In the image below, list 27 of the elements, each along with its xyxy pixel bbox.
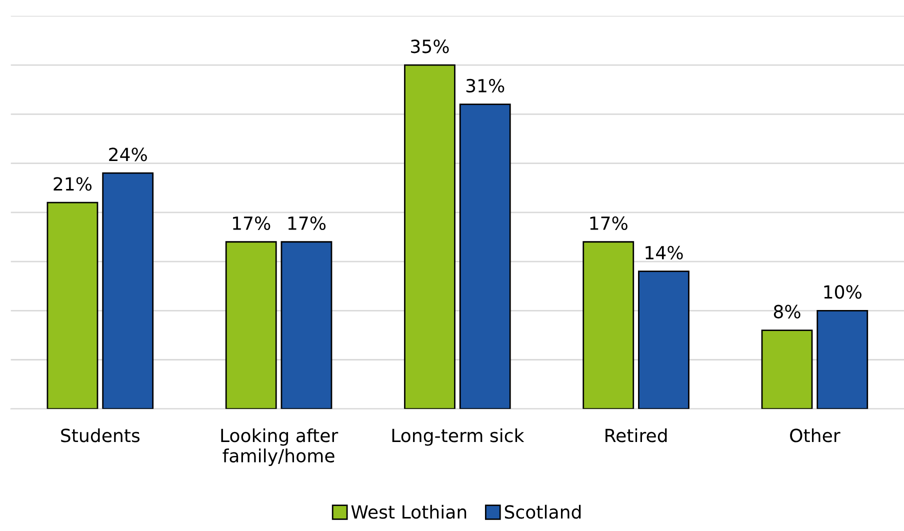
data-label: 24% bbox=[109, 148, 147, 162]
x-tick-label: Students bbox=[61, 428, 140, 442]
data-label: 8% bbox=[774, 304, 800, 318]
bar bbox=[761, 330, 813, 409]
data-label: 17% bbox=[590, 216, 628, 230]
data-label: 21% bbox=[54, 177, 92, 191]
bar bbox=[816, 310, 868, 409]
x-tick-label: Retired bbox=[606, 428, 667, 442]
data-label: 10% bbox=[824, 285, 862, 299]
data-label: 31% bbox=[466, 78, 504, 93]
bar bbox=[638, 270, 690, 409]
x-tick-label: Long-term sick bbox=[392, 428, 524, 446]
bar bbox=[46, 202, 98, 409]
bar bbox=[225, 241, 277, 409]
bar bbox=[102, 172, 154, 409]
x-tick-label: Looking after family/home bbox=[221, 428, 338, 466]
legend-label: Scotland bbox=[504, 504, 581, 519]
x-tick-label: Other bbox=[790, 428, 840, 442]
bar bbox=[280, 241, 332, 409]
legend-label: West Lothian bbox=[351, 504, 466, 519]
data-label: 14% bbox=[646, 246, 683, 260]
bar bbox=[582, 241, 634, 409]
data-label: 17% bbox=[233, 216, 270, 230]
data-label: 35% bbox=[411, 40, 449, 54]
data-label: 17% bbox=[288, 216, 326, 230]
bar bbox=[459, 104, 511, 409]
bar bbox=[404, 64, 456, 409]
